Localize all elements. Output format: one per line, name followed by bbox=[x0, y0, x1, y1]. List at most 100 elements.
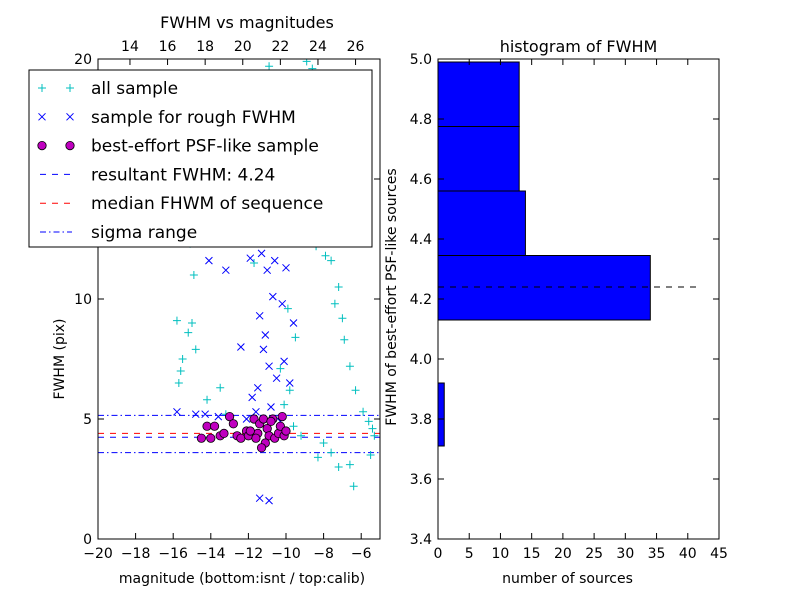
legend-label: median FHWM of sequence bbox=[91, 194, 323, 214]
fwhm-vs-magnitude-chart: −20−18−16−14−12−10−8−6051015201416182022… bbox=[28, 13, 381, 587]
scatter-point bbox=[201, 410, 210, 419]
scatter-point bbox=[334, 283, 343, 291]
scatter-point bbox=[289, 422, 298, 431]
scatter-point bbox=[338, 314, 347, 323]
scatter-point bbox=[270, 256, 279, 265]
legend-box bbox=[28, 69, 373, 248]
scatter-point bbox=[191, 345, 200, 354]
legend-entry: median FHWM of sequence bbox=[40, 194, 323, 214]
scatter-point bbox=[178, 355, 187, 363]
legend-entry: resultant FWHM: 4.24 bbox=[40, 165, 275, 185]
y-tick-label: 20 bbox=[74, 52, 92, 68]
y-tick-label: 0 bbox=[83, 532, 92, 548]
scatter-point bbox=[345, 460, 354, 469]
scatter-point bbox=[250, 259, 259, 267]
fwhm-histogram-chart: 0 5 10 15 20 25 30 35 40 45 3.4 3.6 3.8 4.0 4.2 4.4 4.6 4… bbox=[384, 37, 728, 587]
histogram-bar bbox=[437, 126, 520, 192]
scatter-point bbox=[225, 411, 235, 422]
scatter-chart-title: FWHM vs magnitudes bbox=[160, 13, 334, 32]
scatter-point bbox=[351, 386, 360, 395]
scatter-point bbox=[268, 292, 277, 301]
scatter-point bbox=[176, 367, 185, 375]
legend-entry: sigma range bbox=[40, 223, 197, 243]
x-tick-label: 20 bbox=[554, 546, 572, 562]
scatter-point bbox=[285, 386, 294, 395]
y-tick-label: 3.6 bbox=[410, 472, 432, 488]
x-tick-label: −20 bbox=[83, 546, 113, 562]
top-x-tick-label: 20 bbox=[234, 39, 252, 55]
y-tick-label: 5.0 bbox=[410, 52, 432, 68]
scatter-series-2 bbox=[196, 411, 291, 453]
scatter-point bbox=[203, 395, 212, 404]
top-x-tick-label: 22 bbox=[271, 39, 289, 55]
top-x-tick-label: 16 bbox=[159, 39, 177, 55]
scatter-point bbox=[214, 412, 223, 421]
scatter-point bbox=[345, 362, 354, 371]
x-tick-label: −12 bbox=[234, 546, 264, 562]
scatter-point bbox=[370, 431, 379, 440]
y-tick-label: 4.0 bbox=[410, 352, 432, 368]
y-tick-label: 4.2 bbox=[410, 292, 432, 308]
legend-marker bbox=[66, 84, 74, 92]
scatter-point bbox=[266, 416, 276, 426]
y-tick-label: 4.4 bbox=[410, 232, 432, 248]
scatter-point bbox=[251, 433, 261, 443]
scatter-point bbox=[282, 263, 290, 272]
scatter-point bbox=[248, 393, 257, 402]
legend-label: sample for rough FWHM bbox=[91, 108, 296, 128]
histogram-bars bbox=[437, 61, 698, 447]
legend-label: all sample bbox=[91, 79, 178, 99]
legend-entry: all sample bbox=[38, 79, 178, 99]
scatter-point bbox=[366, 451, 375, 459]
scatter-point bbox=[221, 266, 230, 275]
scatter-point bbox=[272, 374, 281, 383]
legend-label: resultant FWHM: 4.24 bbox=[91, 165, 275, 185]
scatter-point bbox=[327, 256, 336, 265]
scatter-point bbox=[280, 400, 289, 409]
legend-entries: all sample sample for rough FWHM best-effo… bbox=[37, 79, 323, 243]
scatter-point bbox=[359, 407, 368, 416]
scatter-point bbox=[327, 448, 336, 457]
scatter-point bbox=[256, 443, 267, 453]
scatter-point bbox=[302, 59, 311, 66]
scatter-legend: all sample sample for rough FWHM best-effo… bbox=[28, 69, 373, 248]
top-x-tick-label: 18 bbox=[196, 39, 214, 55]
y-tick-label: 5 bbox=[83, 412, 92, 428]
scatter-point bbox=[246, 254, 255, 263]
scatter-point bbox=[209, 421, 220, 431]
legend-entry: sample for rough FWHM bbox=[38, 108, 296, 128]
scatter-point bbox=[173, 407, 181, 416]
scatter-point bbox=[265, 362, 273, 371]
y-tick-label: 10 bbox=[74, 292, 92, 308]
y-tick-label: 3.8 bbox=[410, 412, 432, 428]
scatter-point bbox=[368, 424, 377, 433]
histogram-axes-ticks: 0 5 10 15 20 25 30 35 40 45 3.4 3.6 3.8 4.0 4.2 4.4 4.6 4… bbox=[410, 52, 728, 562]
scatter-point bbox=[191, 410, 200, 419]
x-tick-label: 15 bbox=[523, 546, 541, 562]
scatter-point bbox=[252, 407, 260, 416]
scatter-point bbox=[330, 299, 339, 308]
legend-marker bbox=[38, 112, 46, 121]
scatter-point bbox=[189, 271, 198, 279]
scatter-point bbox=[291, 333, 300, 342]
scatter-point bbox=[364, 417, 373, 426]
legend-marker bbox=[37, 141, 47, 151]
scatter-point bbox=[319, 439, 328, 447]
scatter-point bbox=[253, 383, 262, 392]
scatter-point bbox=[278, 299, 287, 308]
x-tick-label: 25 bbox=[585, 546, 603, 562]
scatter-point bbox=[265, 496, 273, 505]
scatter-point bbox=[184, 328, 193, 337]
scatter-point bbox=[216, 383, 225, 392]
x-tick-label: −10 bbox=[271, 546, 301, 562]
scatter-point bbox=[283, 304, 292, 313]
scatter-point bbox=[267, 403, 275, 411]
scatter-point bbox=[281, 426, 291, 436]
histogram-bar bbox=[437, 382, 445, 447]
x-tick-label: 30 bbox=[616, 546, 634, 562]
scatter-point bbox=[196, 433, 206, 443]
scatter-y-axis-label: FWHM (pix) bbox=[52, 319, 68, 400]
scatter-point bbox=[334, 463, 343, 471]
x-tick-label: −14 bbox=[196, 546, 226, 562]
